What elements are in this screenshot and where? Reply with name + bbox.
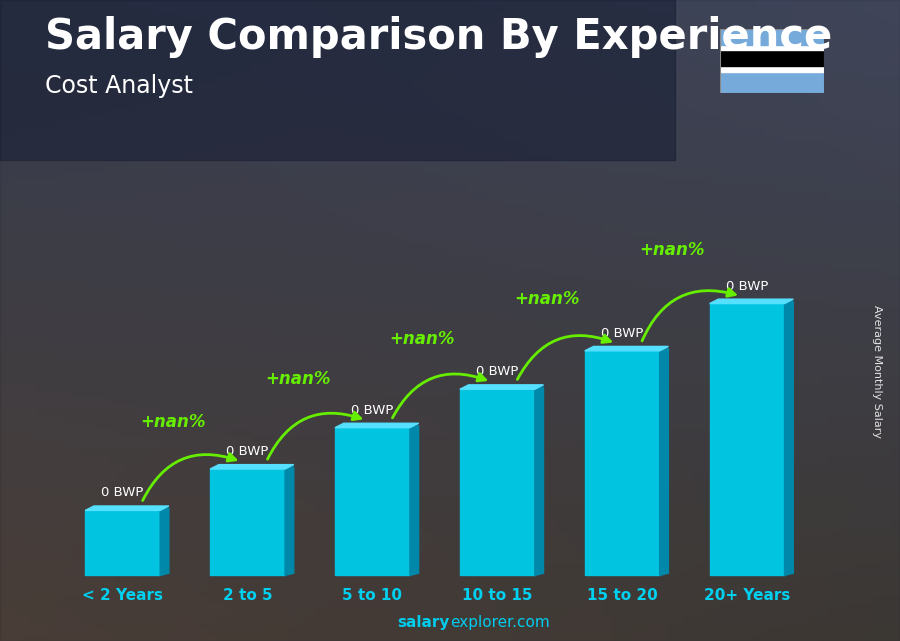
Polygon shape [460, 385, 544, 389]
Bar [720, 45, 824, 50]
Text: salary: salary [398, 615, 450, 630]
Text: +nan%: +nan% [515, 290, 580, 308]
Text: +nan%: +nan% [390, 330, 455, 348]
Polygon shape [410, 426, 418, 576]
Polygon shape [585, 346, 669, 351]
Bar [720, 24, 824, 45]
Polygon shape [535, 387, 544, 576]
Bar [0, 0, 675, 160]
Text: 0 BWP: 0 BWP [601, 327, 644, 340]
Text: Average Monthly Salary: Average Monthly Salary [872, 305, 883, 438]
Bar [709, 304, 785, 576]
Polygon shape [335, 423, 419, 428]
Polygon shape [86, 506, 169, 510]
Text: 0 BWP: 0 BWP [102, 487, 144, 499]
Text: 0 BWP: 0 BWP [351, 404, 393, 417]
Text: +nan%: +nan% [639, 241, 705, 259]
Text: +nan%: +nan% [265, 370, 330, 388]
Polygon shape [160, 508, 169, 576]
Polygon shape [210, 465, 293, 469]
Text: 0 BWP: 0 BWP [227, 445, 269, 458]
Bar [720, 72, 824, 93]
Polygon shape [285, 467, 293, 576]
Text: Cost Analyst: Cost Analyst [45, 74, 193, 97]
Polygon shape [709, 299, 793, 304]
Bar [86, 510, 160, 576]
Bar [210, 469, 285, 576]
Text: 0 BWP: 0 BWP [476, 365, 518, 378]
Polygon shape [785, 301, 793, 576]
Bar [460, 389, 535, 576]
Polygon shape [660, 349, 669, 576]
Text: explorer.com: explorer.com [450, 615, 550, 630]
Bar [720, 67, 824, 72]
Text: +nan%: +nan% [140, 413, 205, 431]
Text: Salary Comparison By Experience: Salary Comparison By Experience [45, 16, 832, 58]
Bar [720, 50, 824, 67]
Bar [335, 428, 410, 576]
Text: 0 BWP: 0 BWP [726, 279, 769, 293]
Bar [585, 351, 660, 576]
